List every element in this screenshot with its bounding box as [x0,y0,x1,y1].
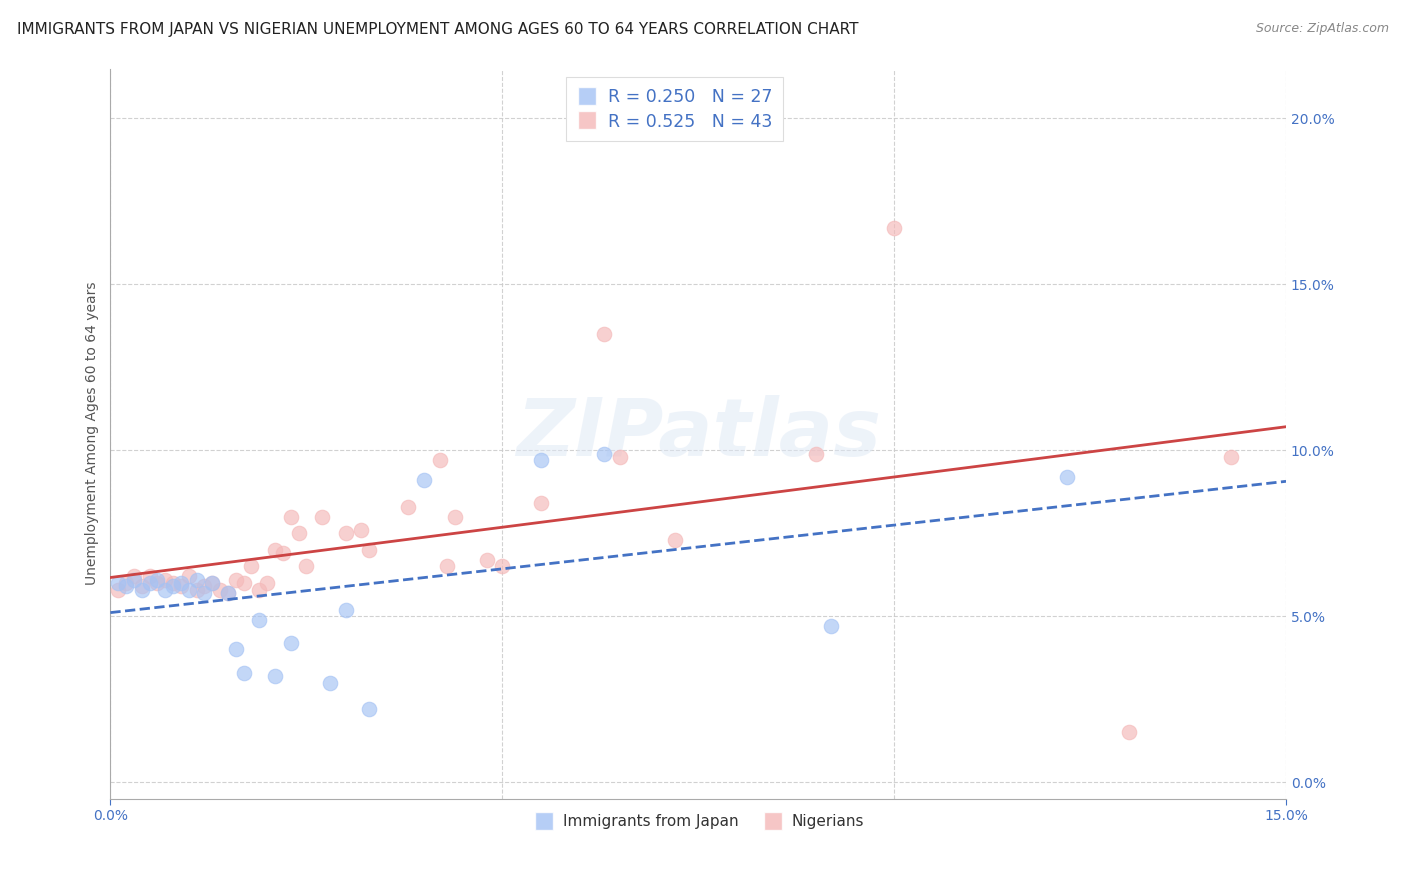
Point [217,586,239,600]
Point [530,496,553,510]
Point [264,542,287,557]
Point [131,582,153,597]
Point [247,613,270,627]
Point [232,665,254,680]
Point [107,582,129,597]
Point [311,509,333,524]
Point [170,579,193,593]
Point [170,576,193,591]
Point [186,582,208,597]
Point [115,579,138,593]
Point [319,675,342,690]
Point [122,569,145,583]
Point [201,576,224,591]
Point [107,576,129,591]
Point [162,576,184,591]
Point [146,576,169,591]
Point [396,500,419,514]
Point [335,602,357,616]
Point [357,542,380,557]
Point [357,702,380,716]
Point [155,573,177,587]
Point [664,533,686,547]
Point [217,586,239,600]
Point [280,636,302,650]
Point [593,447,616,461]
Point [335,526,357,541]
Point [264,669,287,683]
Point [193,579,215,593]
Point [295,559,318,574]
Point [138,576,160,591]
Point [186,573,208,587]
Point [475,553,498,567]
Point [530,453,553,467]
Point [1056,470,1078,484]
Text: Source: ZipAtlas.com: Source: ZipAtlas.com [1256,22,1389,36]
Point [240,559,263,574]
Point [491,559,513,574]
Point [1118,725,1140,739]
Point [146,573,169,587]
Point [177,582,200,597]
Point [287,526,309,541]
Point [177,569,200,583]
Text: ZIPatlas: ZIPatlas [516,394,880,473]
Point [247,582,270,597]
Point [271,546,294,560]
Point [193,586,215,600]
Point [436,559,458,574]
Point [804,447,827,461]
Point [1220,450,1243,464]
Point [225,573,247,587]
Point [429,453,451,467]
Point [115,576,138,591]
Point [225,642,247,657]
Point [412,473,434,487]
Point [280,509,302,524]
Point [209,582,232,597]
Point [122,573,145,587]
Point [820,619,842,633]
Point [162,579,184,593]
Point [131,579,153,593]
Y-axis label: Unemployment Among Ages 60 to 64 years: Unemployment Among Ages 60 to 64 years [86,282,100,585]
Point [593,327,616,342]
Text: IMMIGRANTS FROM JAPAN VS NIGERIAN UNEMPLOYMENT AMONG AGES 60 TO 64 YEARS CORRELA: IMMIGRANTS FROM JAPAN VS NIGERIAN UNEMPL… [17,22,859,37]
Point [609,450,631,464]
Legend: Immigrants from Japan, Nigerians: Immigrants from Japan, Nigerians [526,808,870,835]
Point [350,523,373,537]
Point [444,509,467,524]
Point [201,576,224,591]
Point [232,576,254,591]
Point [138,569,160,583]
Point [256,576,278,591]
Point [883,220,905,235]
Point [155,582,177,597]
